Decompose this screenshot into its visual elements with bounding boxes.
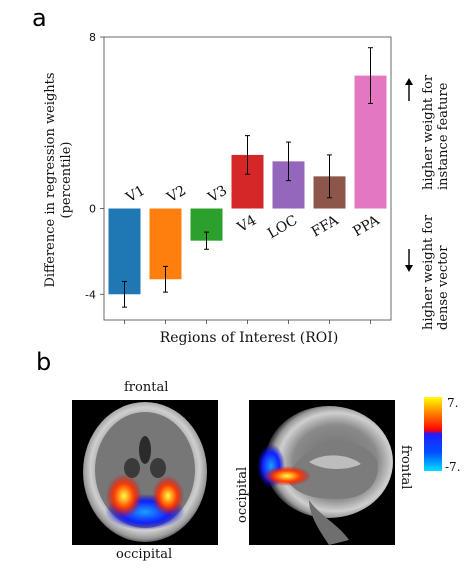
- y-axis-label-line2: (percentile): [59, 142, 74, 219]
- sagittal-positive-cluster: [263, 466, 311, 486]
- category-label-v2: V2: [164, 183, 189, 207]
- category-label-v1: V1: [123, 183, 148, 207]
- y-tick-label: 0: [89, 203, 96, 216]
- errorbar-v1: [122, 280, 127, 308]
- down-note-line2: dense vector: [436, 245, 451, 330]
- up-note-line2: instance feature: [436, 82, 451, 190]
- errorbar-v4: [245, 135, 250, 175]
- sagittal-left-label: occipital: [235, 466, 250, 523]
- axial-bottom-label: occipital: [116, 547, 173, 562]
- down-note: higher weight for dense vector: [421, 215, 451, 330]
- axial-top-label: frontal: [124, 380, 169, 395]
- category-label-ppa: PPA: [350, 212, 383, 240]
- errorbar-v2: [163, 265, 168, 293]
- errorbar-v3: [204, 231, 209, 250]
- bars-layer: [108, 47, 387, 308]
- bar-v1: [108, 208, 141, 295]
- errorbar-ppa: [368, 47, 373, 104]
- up-note: higher weight for instance feature: [421, 75, 451, 190]
- panel-label-b: b: [36, 348, 52, 376]
- down-note-line1: higher weight for: [421, 214, 436, 330]
- category-label-loc: LOC: [265, 212, 300, 242]
- x-axis-label: Regions of Interest (ROI): [160, 330, 339, 345]
- y-ticks-layer: 8 0 -4: [85, 31, 371, 324]
- sagittal-brain-map: [249, 400, 395, 545]
- y-tick-label: 8: [89, 31, 96, 44]
- y-axis-label-line1: Difference in regression weights: [43, 72, 58, 287]
- colorbar: [424, 397, 442, 471]
- colorbar-max-label: 7.: [447, 396, 459, 410]
- category-label-v3: V3: [205, 183, 230, 207]
- errorbar-loc: [286, 141, 291, 182]
- category-label-ffa: FFA: [309, 212, 342, 240]
- category-label-v4: V4: [234, 212, 259, 236]
- y-tick-label: -4: [85, 288, 96, 301]
- axial-right-positive-cluster: [152, 476, 184, 516]
- errorbar-ffa: [327, 154, 332, 199]
- panel-label-a: a: [32, 4, 47, 32]
- axial-brain-map: [72, 400, 218, 545]
- arrow-down-icon: [405, 249, 413, 272]
- axial-left-positive-cluster: [106, 474, 142, 518]
- up-note-line1: higher weight for: [421, 74, 436, 190]
- sagittal-right-label: frontal: [398, 445, 413, 490]
- arrow-up-icon: [405, 78, 413, 101]
- colorbar-min-label: -7.: [445, 460, 461, 474]
